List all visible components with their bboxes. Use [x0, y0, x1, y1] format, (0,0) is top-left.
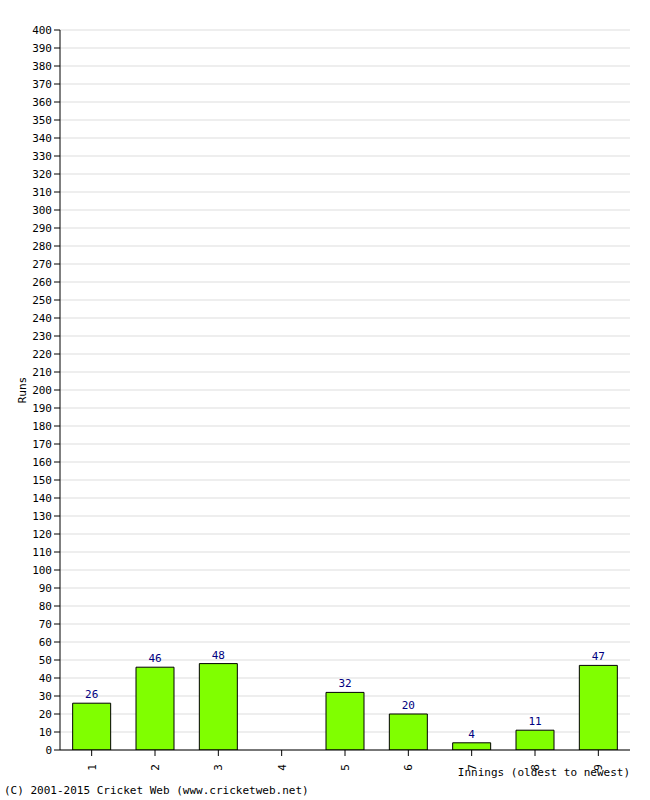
svg-text:320: 320 [32, 168, 52, 181]
svg-text:170: 170 [32, 438, 52, 451]
svg-text:390: 390 [32, 42, 52, 55]
svg-text:2: 2 [149, 764, 162, 771]
html-text:Innings (oldest to newest): Innings (oldest to newest) [457, 766, 630, 779]
svg-text:360: 360 [32, 96, 52, 109]
svg-text:220: 220 [32, 348, 52, 361]
svg-text:270: 270 [32, 258, 52, 271]
svg-text:4: 4 [276, 764, 289, 771]
svg-text:110: 110 [32, 546, 52, 559]
svg-text:48: 48 [212, 649, 225, 662]
svg-text:130: 130 [32, 510, 52, 523]
svg-text:46: 46 [148, 652, 161, 665]
svg-text:60: 60 [39, 636, 52, 649]
svg-text:4: 4 [468, 728, 475, 741]
svg-text:20: 20 [39, 708, 52, 721]
svg-text:300: 300 [32, 204, 52, 217]
svg-text:20: 20 [402, 699, 415, 712]
svg-text:3: 3 [212, 764, 225, 771]
svg-text:400: 400 [32, 24, 52, 37]
svg-text:50: 50 [39, 654, 52, 667]
svg-text:190: 190 [32, 402, 52, 415]
svg-text:11: 11 [528, 715, 541, 728]
svg-text:80: 80 [39, 600, 52, 613]
svg-text:310: 310 [32, 186, 52, 199]
svg-text:100: 100 [32, 564, 52, 577]
svg-text:180: 180 [32, 420, 52, 433]
svg-text:340: 340 [32, 132, 52, 145]
svg-text:350: 350 [32, 114, 52, 127]
svg-text:Runs: Runs [16, 377, 29, 404]
svg-text:70: 70 [39, 618, 52, 631]
svg-text:26: 26 [85, 688, 98, 701]
svg-text:260: 260 [32, 276, 52, 289]
svg-text:380: 380 [32, 60, 52, 73]
html-text:(C) 2001-2015 Cricket Web (www: (C) 2001-2015 Cricket Web (www.cricketwe… [4, 784, 309, 797]
svg-text:30: 30 [39, 690, 52, 703]
svg-text:240: 240 [32, 312, 52, 325]
svg-text:280: 280 [32, 240, 52, 253]
svg-text:370: 370 [32, 78, 52, 91]
svg-text:140: 140 [32, 492, 52, 505]
svg-text:5: 5 [339, 764, 352, 771]
svg-text:210: 210 [32, 366, 52, 379]
svg-text:160: 160 [32, 456, 52, 469]
svg-text:0: 0 [45, 744, 52, 757]
svg-text:150: 150 [32, 474, 52, 487]
svg-text:290: 290 [32, 222, 52, 235]
svg-text:120: 120 [32, 528, 52, 541]
svg-text:6: 6 [402, 764, 415, 771]
svg-text:200: 200 [32, 384, 52, 397]
svg-text:32: 32 [338, 677, 351, 690]
svg-text:250: 250 [32, 294, 52, 307]
svg-text:10: 10 [39, 726, 52, 739]
svg-text:90: 90 [39, 582, 52, 595]
svg-text:40: 40 [39, 672, 52, 685]
svg-text:47: 47 [592, 650, 605, 663]
svg-text:1: 1 [86, 764, 99, 771]
svg-text:230: 230 [32, 330, 52, 343]
svg-text:330: 330 [32, 150, 52, 163]
